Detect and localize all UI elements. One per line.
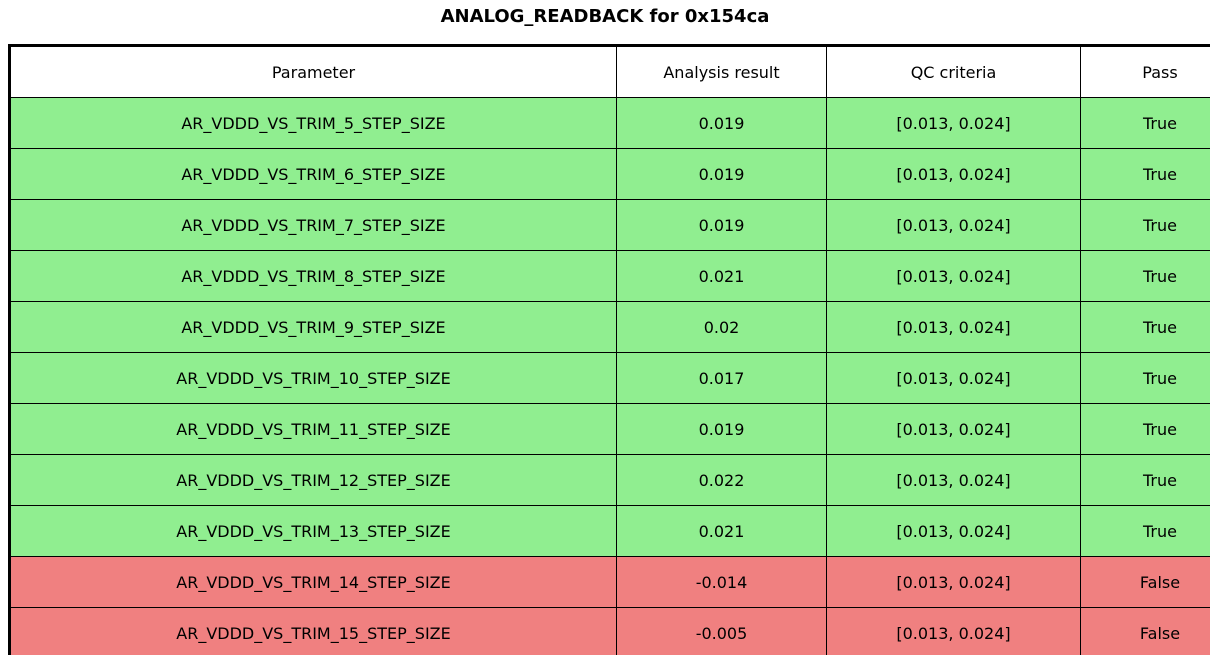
table-row: AR_VDDD_VS_TRIM_7_STEP_SIZE 0.019 [0.013… xyxy=(9,199,1210,251)
table-row: AR_VDDD_VS_TRIM_15_STEP_SIZE -0.005 [0.0… xyxy=(9,607,1210,655)
parameter-cell: AR_VDDD_VS_TRIM_7_STEP_SIZE xyxy=(9,199,617,251)
analysis-result-cell: 0.019 xyxy=(616,97,827,149)
table-row: AR_VDDD_VS_TRIM_12_STEP_SIZE 0.022 [0.01… xyxy=(9,454,1210,506)
table-header: Parameter Analysis result QC criteria Pa… xyxy=(9,45,1210,98)
qc-criteria-cell: [0.013, 0.024] xyxy=(826,352,1081,404)
parameter-cell: AR_VDDD_VS_TRIM_10_STEP_SIZE xyxy=(9,352,617,404)
qc-criteria-cell: [0.013, 0.024] xyxy=(826,607,1081,655)
analysis-result-cell: -0.005 xyxy=(616,607,827,655)
analysis-result-cell: 0.017 xyxy=(616,352,827,404)
table-row: AR_VDDD_VS_TRIM_13_STEP_SIZE 0.021 [0.01… xyxy=(9,505,1210,557)
column-header-qc-criteria: QC criteria xyxy=(826,45,1081,98)
parameter-cell: AR_VDDD_VS_TRIM_11_STEP_SIZE xyxy=(9,403,617,455)
pass-cell: True xyxy=(1080,301,1210,353)
pass-cell: True xyxy=(1080,250,1210,302)
qc-criteria-cell: [0.013, 0.024] xyxy=(826,505,1081,557)
table-row: AR_VDDD_VS_TRIM_14_STEP_SIZE -0.014 [0.0… xyxy=(9,556,1210,608)
pass-cell: True xyxy=(1080,352,1210,404)
analysis-result-cell: 0.022 xyxy=(616,454,827,506)
table-body: AR_VDDD_VS_TRIM_5_STEP_SIZE 0.019 [0.013… xyxy=(9,97,1210,655)
parameter-cell: AR_VDDD_VS_TRIM_14_STEP_SIZE xyxy=(9,556,617,608)
analysis-result-cell: 0.021 xyxy=(616,505,827,557)
qc-results-table: Parameter Analysis result QC criteria Pa… xyxy=(8,44,1210,655)
column-header-pass: Pass xyxy=(1080,45,1210,98)
analysis-result-cell: 0.019 xyxy=(616,403,827,455)
table-row: AR_VDDD_VS_TRIM_10_STEP_SIZE 0.017 [0.01… xyxy=(9,352,1210,404)
table-row: AR_VDDD_VS_TRIM_11_STEP_SIZE 0.019 [0.01… xyxy=(9,403,1210,455)
qc-criteria-cell: [0.013, 0.024] xyxy=(826,148,1081,200)
qc-criteria-cell: [0.013, 0.024] xyxy=(826,454,1081,506)
page-title: ANALOG_READBACK for 0x154ca xyxy=(440,6,770,27)
pass-cell: True xyxy=(1080,199,1210,251)
analysis-result-cell: 0.019 xyxy=(616,148,827,200)
parameter-cell: AR_VDDD_VS_TRIM_12_STEP_SIZE xyxy=(9,454,617,506)
qc-criteria-cell: [0.013, 0.024] xyxy=(826,403,1081,455)
pass-cell: True xyxy=(1080,148,1210,200)
pass-cell: True xyxy=(1080,403,1210,455)
parameter-cell: AR_VDDD_VS_TRIM_15_STEP_SIZE xyxy=(9,607,617,655)
qc-criteria-cell: [0.013, 0.024] xyxy=(826,556,1081,608)
parameter-cell: AR_VDDD_VS_TRIM_13_STEP_SIZE xyxy=(9,505,617,557)
column-header-analysis-result: Analysis result xyxy=(616,45,827,98)
qc-criteria-cell: [0.013, 0.024] xyxy=(826,199,1081,251)
table-row: AR_VDDD_VS_TRIM_8_STEP_SIZE 0.021 [0.013… xyxy=(9,250,1210,302)
pass-cell: False xyxy=(1080,556,1210,608)
analysis-result-cell: 0.021 xyxy=(616,250,827,302)
header-row: Parameter Analysis result QC criteria Pa… xyxy=(9,45,1210,98)
pass-cell: True xyxy=(1080,505,1210,557)
parameter-cell: AR_VDDD_VS_TRIM_6_STEP_SIZE xyxy=(9,148,617,200)
parameter-cell: AR_VDDD_VS_TRIM_9_STEP_SIZE xyxy=(9,301,617,353)
table-row: AR_VDDD_VS_TRIM_6_STEP_SIZE 0.019 [0.013… xyxy=(9,148,1210,200)
pass-cell: False xyxy=(1080,607,1210,655)
qc-criteria-cell: [0.013, 0.024] xyxy=(826,301,1081,353)
pass-cell: True xyxy=(1080,97,1210,149)
pass-cell: True xyxy=(1080,454,1210,506)
qc-criteria-cell: [0.013, 0.024] xyxy=(826,97,1081,149)
analysis-result-cell: 0.02 xyxy=(616,301,827,353)
analysis-result-cell: -0.014 xyxy=(616,556,827,608)
parameter-cell: AR_VDDD_VS_TRIM_8_STEP_SIZE xyxy=(9,250,617,302)
analysis-result-cell: 0.019 xyxy=(616,199,827,251)
table-row: AR_VDDD_VS_TRIM_9_STEP_SIZE 0.02 [0.013,… xyxy=(9,301,1210,353)
parameter-cell: AR_VDDD_VS_TRIM_5_STEP_SIZE xyxy=(9,97,617,149)
qc-criteria-cell: [0.013, 0.024] xyxy=(826,250,1081,302)
column-header-parameter: Parameter xyxy=(9,45,617,98)
table-row: AR_VDDD_VS_TRIM_5_STEP_SIZE 0.019 [0.013… xyxy=(9,97,1210,149)
